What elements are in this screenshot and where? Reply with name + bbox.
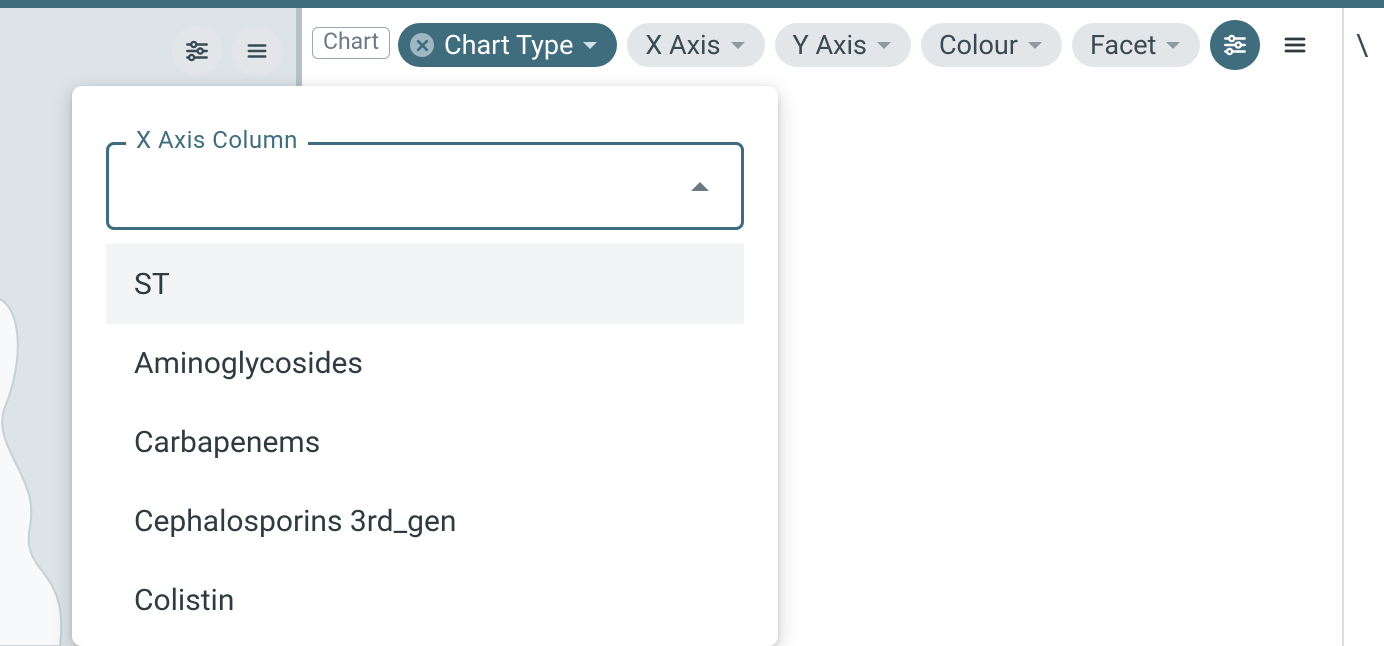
main-controls-button[interactable]	[1210, 20, 1260, 70]
caret-down-icon	[875, 39, 893, 51]
pill-chart-type[interactable]: Chart Type	[398, 23, 617, 67]
pill-label: Chart Type	[444, 29, 573, 61]
option-carbapenems[interactable]: Carbapenems	[106, 403, 744, 482]
pill-label: Colour	[939, 29, 1018, 61]
pill-label: X Axis	[645, 29, 720, 61]
x-axis-dropdown-panel: X Axis Column ST Aminoglycosides Carbape…	[72, 86, 778, 646]
main-toolbar: Chart Chart Type X Axis Y Axis	[312, 20, 1332, 70]
caret-down-icon	[1164, 39, 1182, 51]
pill-facet[interactable]: Facet	[1072, 23, 1200, 67]
pill-y-axis[interactable]: Y Axis	[775, 23, 911, 67]
sliders-icon	[1222, 32, 1248, 58]
options-list: ST Aminoglycosides Carbapenems Cephalosp…	[106, 244, 744, 640]
caret-down-icon	[729, 39, 747, 51]
close-icon[interactable]	[410, 33, 434, 57]
x-axis-select[interactable]: X Axis Column	[106, 142, 744, 230]
pill-label: Facet	[1090, 29, 1156, 61]
left-toolbar	[172, 26, 282, 76]
caret-down-icon	[1026, 39, 1044, 51]
left-controls-button[interactable]	[172, 26, 222, 76]
hamburger-icon	[1280, 33, 1310, 57]
select-box[interactable]	[106, 142, 744, 230]
option-colistin[interactable]: Colistin	[106, 561, 744, 640]
top-strip	[0, 0, 1384, 8]
option-aminoglycosides[interactable]: Aminoglycosides	[106, 324, 744, 403]
right-peek-glyph: \	[1356, 28, 1368, 63]
option-st[interactable]: ST	[106, 245, 744, 324]
pill-colour[interactable]: Colour	[921, 23, 1062, 67]
pill-x-axis[interactable]: X Axis	[627, 23, 764, 67]
hamburger-icon	[244, 40, 270, 62]
caret-down-icon	[581, 39, 599, 51]
chart-chip[interactable]: Chart	[312, 27, 390, 59]
option-cephalosporins[interactable]: Cephalosporins 3rd_gen	[106, 482, 744, 561]
right-peek-panel: \	[1344, 8, 1384, 646]
caret-up-icon	[689, 179, 711, 193]
main-menu-button[interactable]	[1270, 20, 1320, 70]
select-legend: X Axis Column	[126, 126, 308, 154]
left-menu-button[interactable]	[232, 26, 282, 76]
pill-label: Y Axis	[793, 29, 867, 61]
sliders-icon	[184, 38, 210, 64]
